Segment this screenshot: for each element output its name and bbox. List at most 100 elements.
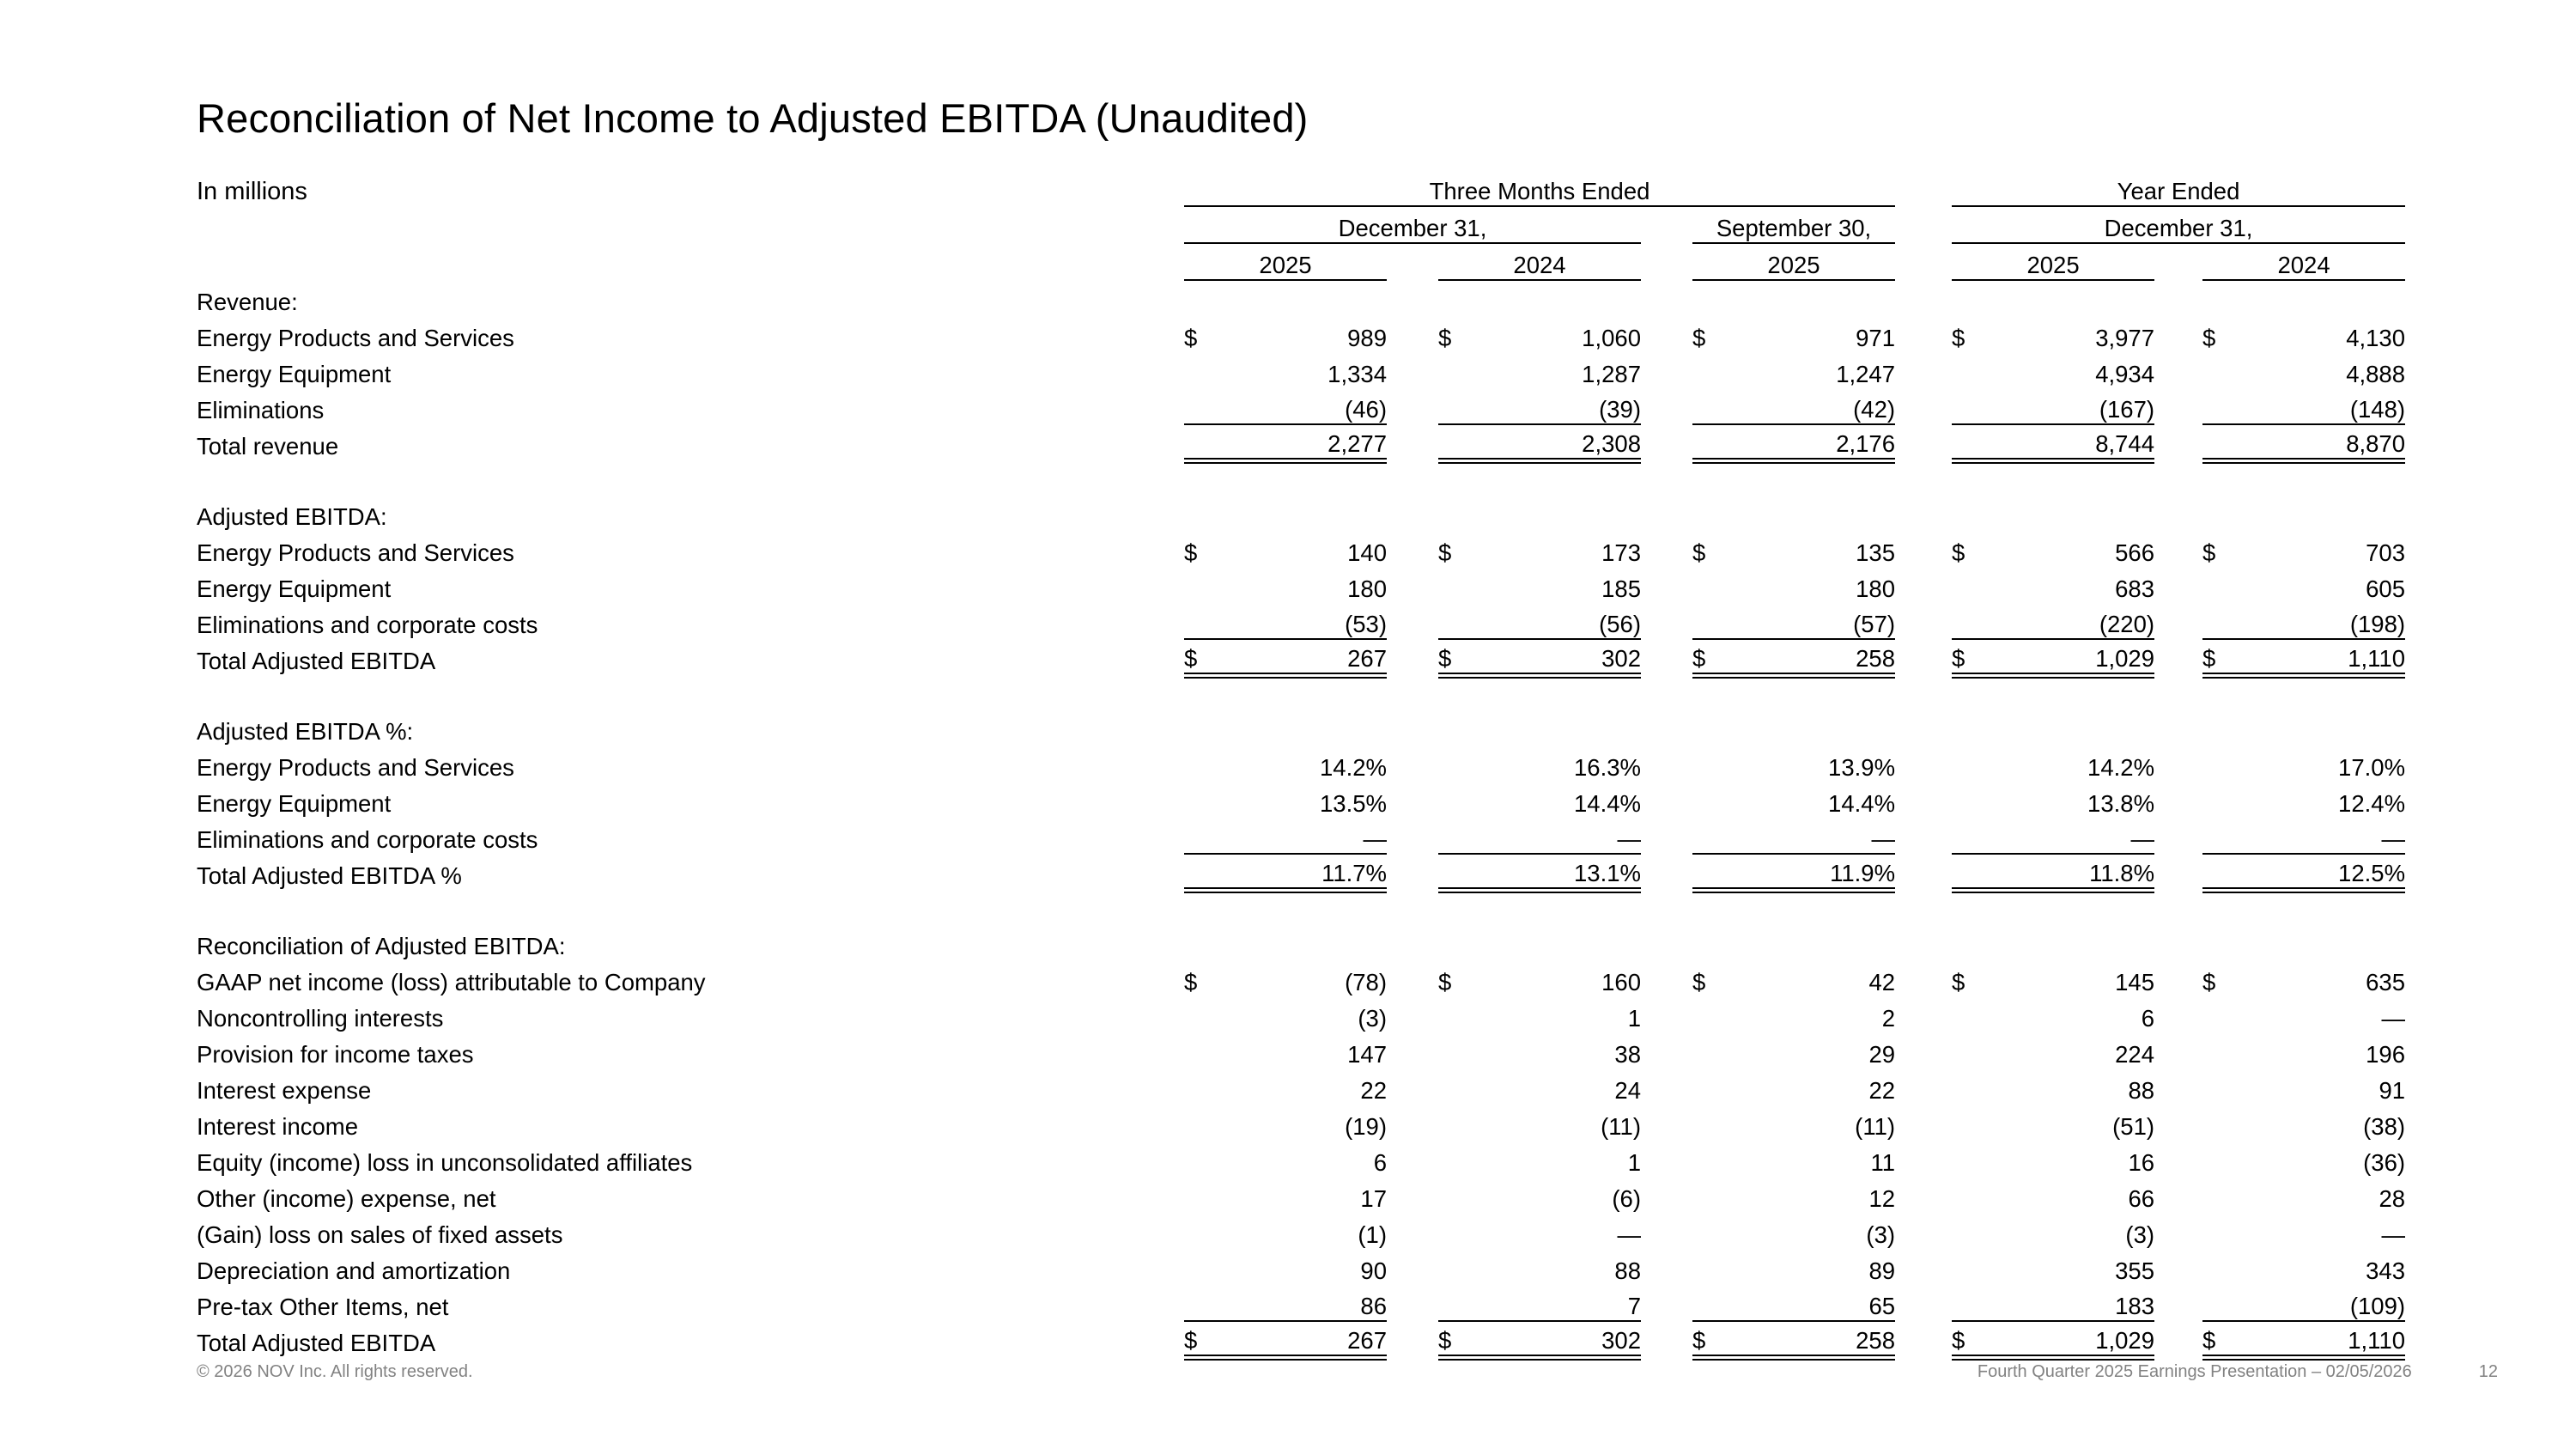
- dollar-sign: $: [1438, 1326, 1452, 1354]
- value-wrap: (57): [1692, 611, 1895, 638]
- cell-value: 1,110: [2348, 1326, 2406, 1354]
- value-cell: 89: [1692, 1249, 1895, 1285]
- row-label: Provision for income taxes: [197, 1041, 474, 1068]
- column-gutter: [1641, 1177, 1692, 1213]
- cell-value: 147: [1347, 1041, 1387, 1068]
- value-cell: 22: [1184, 1068, 1387, 1105]
- column-gutter: [1387, 243, 1438, 280]
- cell-value: —: [1617, 825, 1642, 852]
- row-label: Energy Equipment: [197, 361, 392, 387]
- value-cell: —: [2202, 1213, 2406, 1249]
- value-cell: 12.5%: [2202, 854, 2406, 893]
- value-cell: 24: [1438, 1068, 1641, 1105]
- value-wrap: 11.7%: [1184, 860, 1387, 887]
- cell-value: —: [2381, 1221, 2406, 1248]
- value-cell: (11): [1438, 1105, 1641, 1141]
- year-label: 2024: [2202, 243, 2406, 281]
- column-gutter: [1641, 316, 1692, 352]
- value-wrap: 6: [1952, 1005, 2154, 1032]
- cell-value: (6): [1612, 1185, 1641, 1212]
- value-cell: 1,287: [1438, 352, 1641, 388]
- value-cell: (167): [1952, 388, 2155, 425]
- value-cell: (57): [1692, 603, 1896, 640]
- column-gutter: [1387, 388, 1438, 424]
- value-cell: 66: [1952, 1177, 2154, 1213]
- value-wrap: (36): [2202, 1149, 2405, 1177]
- column-gutter: [1895, 854, 1952, 890]
- section-spacer: [197, 890, 2405, 924]
- column-gutter: [2154, 352, 2202, 388]
- value-wrap: $1,110: [2202, 645, 2405, 673]
- row-label: Total revenue: [197, 433, 339, 460]
- dollar-sign: $: [1184, 539, 1198, 566]
- reconciliation-table: In millions Three Months Ended Year Ende…: [197, 169, 2406, 1361]
- value-wrap: 6: [1184, 1149, 1387, 1177]
- value-wrap: (148): [2202, 396, 2405, 423]
- column-gutter: [1387, 1032, 1438, 1068]
- value-wrap: 13.1%: [1438, 860, 1641, 887]
- value-cell: 2: [1692, 996, 1895, 1032]
- column-gutter: [2154, 782, 2202, 818]
- col-group-three-months-ended: Three Months Ended: [1184, 169, 1896, 207]
- value-wrap: $ (78): [1184, 969, 1387, 996]
- value-cell: 343: [2202, 1249, 2405, 1285]
- value-cell: —: [2202, 996, 2406, 1032]
- value-wrap: (3): [1952, 1221, 2154, 1249]
- cell-value: 1,247: [1836, 361, 1896, 387]
- value-cell: 13.8%: [1952, 782, 2154, 818]
- value-cell: 11: [1692, 1141, 1895, 1177]
- cell-value: (51): [2112, 1113, 2155, 1140]
- column-gutter: [2154, 1105, 2202, 1141]
- spacer-cell: [197, 460, 2405, 495]
- value-wrap: 16: [1952, 1149, 2154, 1177]
- value-wrap: 14.4%: [1438, 790, 1641, 818]
- row-label: Energy Equipment: [197, 790, 392, 817]
- column-gutter: [2154, 996, 2202, 1032]
- column-gutter: [1387, 352, 1438, 388]
- value-wrap: (39): [1438, 396, 1641, 423]
- value-cell: 12: [1692, 1177, 1895, 1213]
- value-wrap: $160: [1438, 969, 1641, 996]
- cell-value: 1: [1627, 1149, 1641, 1176]
- value-cell: 28: [2202, 1177, 2405, 1213]
- value-wrap: 13.9%: [1692, 754, 1895, 782]
- cell-value: 1,334: [1327, 361, 1387, 387]
- value-cell: $ (78): [1184, 960, 1387, 996]
- cell-value: 180: [1856, 575, 1896, 602]
- column-gutter: [1387, 746, 1438, 782]
- value-wrap: 12: [1692, 1185, 1895, 1213]
- value-wrap: 90: [1184, 1257, 1387, 1285]
- value-wrap: 1,287: [1438, 361, 1641, 388]
- column-gutter: [2154, 1285, 2202, 1321]
- column-gutter: [1641, 854, 1692, 890]
- value-wrap: 2,176: [1692, 430, 1895, 458]
- column-gutter: [1895, 352, 1952, 388]
- value-wrap: —: [1184, 825, 1388, 853]
- column-gutter: [2154, 603, 2202, 639]
- value-cell: (19): [1184, 1105, 1387, 1141]
- value-wrap: (19): [1184, 1113, 1387, 1141]
- column-gutter: [1641, 352, 1692, 388]
- value-cell: (56): [1438, 603, 1641, 640]
- year-label: 2025: [1692, 243, 1896, 281]
- column-gutter: [1895, 960, 1952, 996]
- column-gutter: [1641, 639, 1692, 675]
- column-gutter: [1387, 424, 1438, 460]
- value-wrap: $1,060: [1438, 325, 1641, 352]
- cell-value: (56): [1599, 611, 1641, 637]
- cell-value: 196: [2366, 1041, 2406, 1068]
- cell-value: 4,934: [2095, 361, 2155, 387]
- value-wrap: (3): [1184, 1005, 1387, 1032]
- value-wrap: 14.4%: [1692, 790, 1895, 818]
- page-title: Reconciliation of Net Income to Adjusted…: [197, 95, 1309, 141]
- dollar-sign: $: [1692, 539, 1706, 566]
- cell-value: 343: [2366, 1257, 2406, 1284]
- value-wrap: 147: [1184, 1041, 1387, 1068]
- cell-value: 12.4%: [2338, 790, 2406, 817]
- cell-value: 683: [2115, 575, 2155, 602]
- value-cell: $258: [1692, 639, 1896, 679]
- table-row: Noncontrolling interests (3) 1 2 6 —: [197, 996, 2405, 1032]
- value-cell: $42: [1692, 960, 1895, 996]
- presentation-title: Fourth Quarter 2025 Earnings Presentatio…: [1977, 1362, 2412, 1381]
- dollar-sign: $: [1952, 1326, 1965, 1354]
